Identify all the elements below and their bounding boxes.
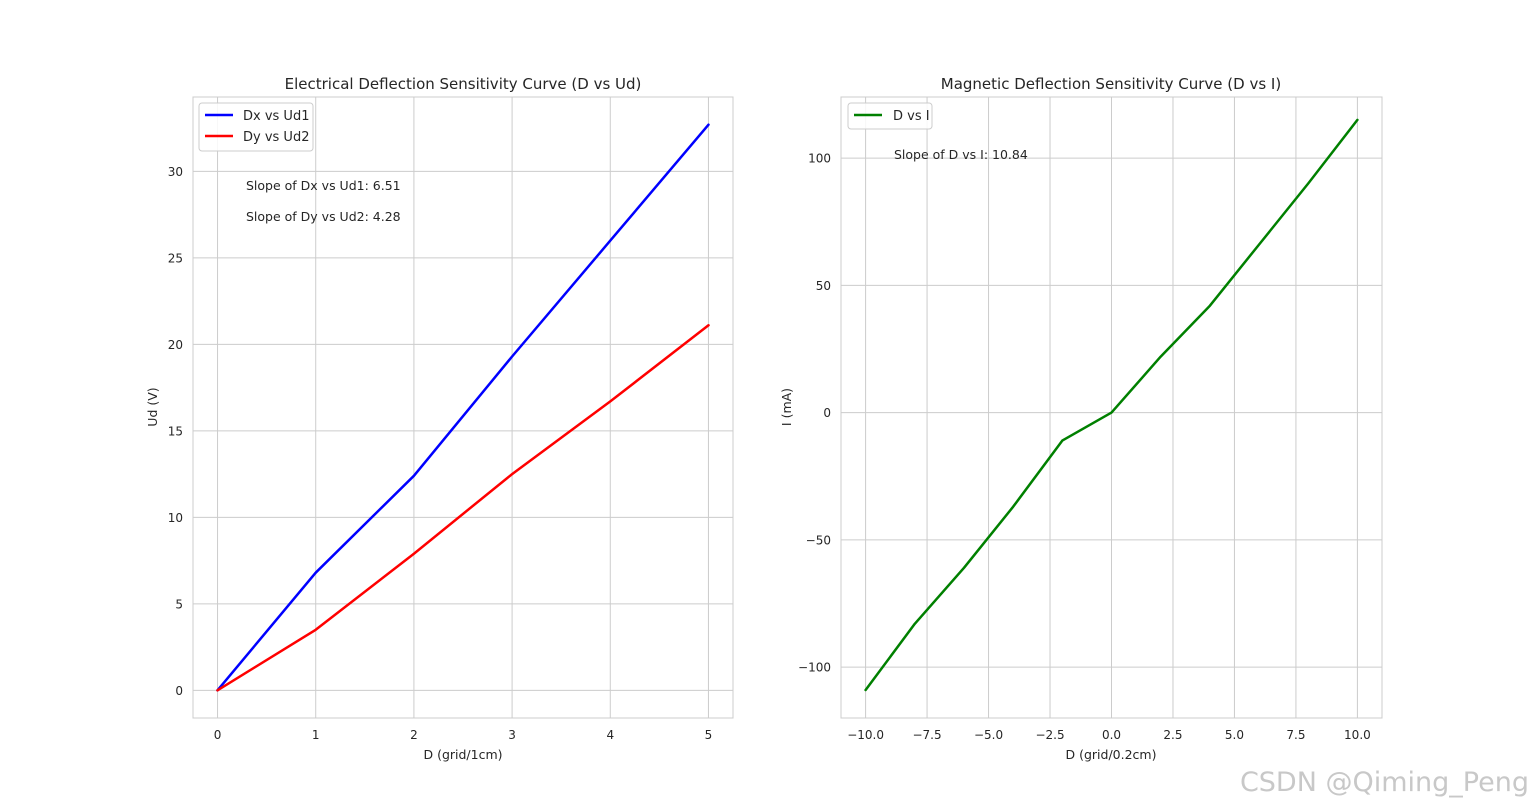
x-tick-labels: −10.0 −7.5 −5.0 −2.5 0.0 2.5 5.0 7.5 10.0 [847,728,1371,742]
y-tick-labels: −100 −50 0 50 100 [798,152,831,675]
y-axis-label: I (mA) [779,388,794,426]
grid [193,97,733,718]
series-line-1 [864,118,1359,692]
y-tick-label: 15 [168,424,183,438]
y-tick-label: 50 [816,279,831,293]
x-tick-label: 2 [410,728,418,742]
x-tick-label: 7.5 [1286,728,1305,742]
legend-box [847,102,933,130]
x-tick-labels: 0 1 2 3 4 5 [214,728,713,742]
legend-label-dx: Dx vs Ud1 [243,109,309,124]
x-axis-label: D (grid/0.2cm) [1066,747,1157,762]
y-tick-label: 25 [168,251,183,265]
y-tick-labels: 0 5 10 15 20 25 30 [168,165,183,698]
slope-annotation-dx: Slope of Dx vs Ud1: 6.51 [246,178,401,193]
slope-annotation: Slope of D vs I: 10.84 [894,147,1028,162]
legend: Dx vs Ud1 Dy vs Ud2 [198,102,314,152]
x-tick-label: 2.5 [1163,728,1182,742]
x-tick-label: −2.5 [1035,728,1064,742]
plot-frame [192,96,734,719]
x-tick-label: 4 [606,728,614,742]
y-tick-label: −50 [806,533,831,547]
chart-electrical: Electrical Deflection Sensitivity Curve … [145,75,734,762]
y-tick-label: 0 [823,406,831,420]
y-tick-label: −100 [798,661,831,675]
series-layer [216,123,710,692]
y-tick-label: 100 [808,152,831,166]
x-tick-label: 5.0 [1225,728,1244,742]
y-axis-label: Ud (V) [145,387,160,426]
x-tick-label: 1 [312,728,320,742]
x-tick-label: 10.0 [1344,728,1371,742]
x-tick-label: 5 [705,728,713,742]
legend-label-dy: Dy vs Ud2 [243,130,309,145]
chart-magnetic: Magnetic Deflection Sensitivity Curve (D… [779,75,1383,762]
x-tick-label: 0 [214,728,222,742]
plot-frame [840,96,1383,719]
x-tick-label: −5.0 [974,728,1003,742]
y-tick-label: 5 [175,597,183,611]
chart-title: Magnetic Deflection Sensitivity Curve (D… [941,75,1281,93]
x-tick-label: 3 [508,728,516,742]
y-tick-label: 0 [175,684,183,698]
series-line-2 [216,324,710,692]
grid [841,97,1382,718]
x-axis-label: D (grid/1cm) [423,747,502,762]
x-tick-label: −10.0 [847,728,884,742]
x-tick-label: −7.5 [912,728,941,742]
series-line-1 [216,123,710,692]
legend: D vs I [847,102,933,130]
x-tick-label: 0.0 [1102,728,1121,742]
slope-annotation-dy: Slope of Dy vs Ud2: 4.28 [246,209,401,224]
y-tick-label: 30 [168,165,183,179]
y-tick-label: 20 [168,338,183,352]
chart-title: Electrical Deflection Sensitivity Curve … [285,75,642,93]
series-layer [864,118,1359,692]
legend-label: D vs I [893,109,930,124]
watermark: CSDN @Qiming_Peng [1240,767,1529,798]
y-tick-label: 10 [168,511,183,525]
